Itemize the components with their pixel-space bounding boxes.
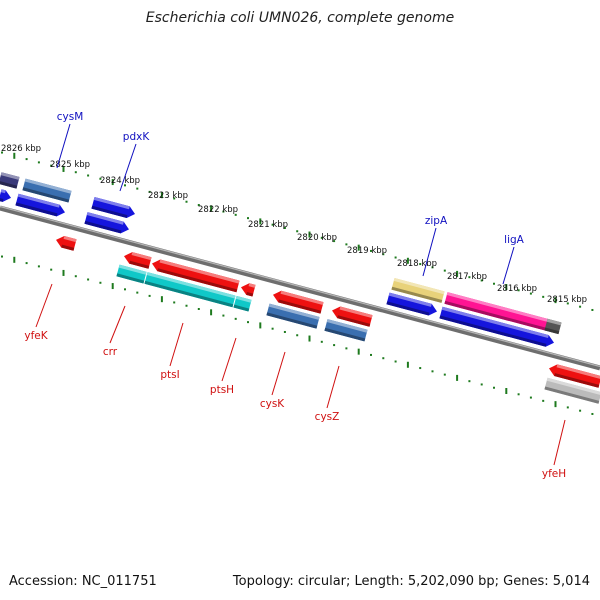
scale-label: 2819 kbp — [347, 246, 387, 256]
feature-rev-d — [273, 290, 324, 314]
feature-ptsI — [144, 272, 236, 308]
scale-label: 2822 kbp — [198, 205, 238, 215]
gene-label-top: zipA — [425, 215, 448, 227]
scale-ticks-top — [1, 151, 594, 311]
genome-backbone — [0, 205, 600, 371]
label-leader-top — [56, 123, 71, 169]
scale-label: 2823 kbp — [148, 191, 188, 201]
scale-label: 2825 kbp — [50, 160, 90, 170]
scale-label: 2815 kbp — [547, 295, 587, 305]
feature-rev-f — [549, 364, 600, 388]
feature-upstream-blue — [0, 189, 12, 202]
gene-features — [0, 172, 600, 404]
feature-forward-b — [84, 212, 129, 234]
feature-cysZ — [324, 319, 368, 342]
feature-forward-a — [15, 193, 66, 217]
feature-rev-e — [332, 306, 373, 327]
gene-labels: cysM pdxK zipA ligA yfeK crr ptsI ptsH cysK cysZ y… — [24, 111, 566, 480]
label-leader-top — [502, 246, 515, 285]
feature-ligA-end — [544, 318, 562, 335]
feature-forward-c — [386, 292, 437, 316]
scale-label: 2816 kbp — [497, 284, 537, 294]
label-leader-top — [119, 143, 137, 192]
feature-zipA — [391, 278, 445, 303]
label-leader-bottom — [221, 337, 237, 382]
feature-rev-b — [152, 259, 240, 293]
gene-label-bottom: cysZ — [315, 411, 340, 423]
feature-crr — [116, 264, 147, 284]
scale-label: 2818 kbp — [397, 259, 437, 269]
scale-label: 2817 kbp — [447, 272, 487, 282]
gene-label-bottom: crr — [103, 346, 118, 358]
accession-text: Accession: NC_011751 — [9, 574, 157, 589]
label-leader-bottom — [553, 419, 566, 466]
genome-summary-text: Topology: circular; Length: 5,202,090 bp… — [232, 574, 590, 589]
feature-cysM — [22, 178, 72, 203]
gene-label-bottom: yfeK — [24, 330, 48, 342]
label-leader-bottom — [271, 351, 286, 396]
gene-label-top: pdxK — [123, 131, 151, 143]
label-leader-bottom — [109, 305, 126, 344]
feature-cysK — [266, 303, 320, 329]
gene-label-bottom: ptsH — [210, 384, 234, 396]
feature-yfeK — [56, 235, 77, 251]
feature-rev-a — [124, 252, 152, 269]
gene-label-top: ligA — [504, 234, 524, 246]
feature-ligA — [444, 292, 550, 331]
label-leader-bottom — [169, 322, 184, 367]
scale-labels: 2826 kbp 2825 kbp 2824 kbp 2823 kbp 2822 kbp… — [1, 144, 587, 305]
scale-label: 2826 kbp — [1, 144, 41, 154]
feature-rev-c — [241, 283, 256, 297]
gene-label-top: cysM — [57, 111, 84, 123]
feature-upstream-dark — [0, 172, 20, 189]
feature-ptsH — [233, 295, 252, 312]
scale-ticks-bottom — [1, 255, 594, 415]
label-leader-top — [422, 227, 437, 277]
feature-pdxK — [91, 197, 136, 218]
scale-label: 2821 kbp — [248, 220, 288, 230]
feature-forward-d — [439, 306, 555, 347]
scale-label: 2820 kbp — [297, 233, 337, 243]
feature-yfeH — [544, 377, 600, 404]
gene-label-bottom: ptsI — [160, 369, 179, 381]
map-title: Escherichia coli UMN026, complete genome — [145, 10, 455, 26]
gene-label-bottom: yfeH — [542, 468, 566, 480]
gene-label-bottom: cysK — [260, 398, 285, 410]
scale-label: 2824 kbp — [100, 176, 140, 186]
label-leader-bottom — [326, 365, 340, 409]
genome-backbone-highlight — [0, 205, 600, 368]
label-leader-bottom — [35, 283, 53, 328]
